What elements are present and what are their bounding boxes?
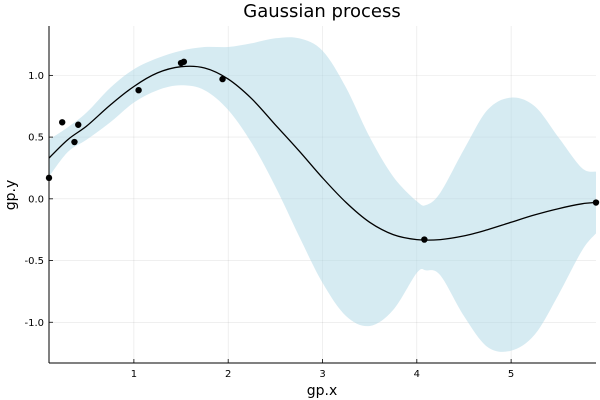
confidence-band	[49, 37, 596, 352]
observation-point	[71, 138, 78, 146]
observation-point	[135, 86, 142, 94]
y-tick-label: 0.0	[28, 194, 44, 205]
chart-title: Gaussian process	[243, 1, 400, 22]
mean-line	[48, 65, 597, 241]
mean-line-layer	[48, 65, 597, 241]
x-axis-label: gp.x	[307, 383, 338, 399]
observation-point	[180, 58, 188, 65]
x-tick-label: 1	[131, 369, 137, 380]
y-tick-label: -1.0	[24, 318, 44, 329]
observation-point	[592, 199, 600, 206]
observation-point	[219, 75, 226, 83]
x-tick-label: 2	[225, 369, 231, 380]
x-tick-label: 3	[319, 369, 325, 380]
axes	[48, 26, 596, 364]
observation-points-layer	[45, 58, 600, 243]
x-tick-label: 4	[414, 369, 420, 380]
y-tick-label: 1.0	[28, 71, 44, 82]
x-tick-label: 5	[508, 369, 514, 380]
y-tick-label: 0.5	[28, 133, 44, 144]
observation-point	[421, 236, 428, 243]
y-tick-label: -0.5	[24, 256, 44, 267]
observation-point	[59, 119, 66, 126]
confidence-band-layer	[49, 37, 596, 352]
y-axis-label: gp.y	[3, 180, 19, 211]
tick-labels: 1 2 3 4 5 -1.0 -0.5 0.0 0.5 1.0	[24, 71, 514, 380]
observation-point	[75, 121, 82, 128]
